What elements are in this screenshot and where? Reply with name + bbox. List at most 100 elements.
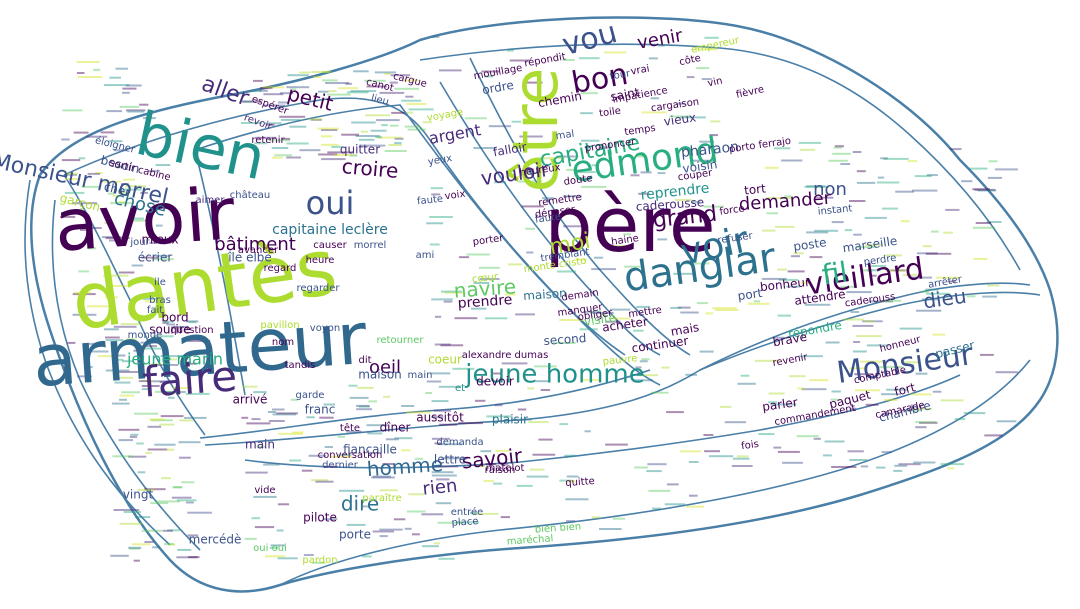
cloud-word: retourner bbox=[377, 335, 425, 346]
cloud-word: aimer bbox=[196, 195, 226, 206]
tiny-word-speck bbox=[434, 343, 451, 346]
tiny-word-speck bbox=[323, 518, 338, 521]
tiny-word-speck bbox=[770, 403, 797, 406]
tiny-word-speck bbox=[61, 159, 81, 162]
tiny-word-speck bbox=[118, 271, 135, 274]
tiny-word-speck bbox=[113, 509, 140, 511]
tiny-word-speck bbox=[828, 159, 848, 162]
tiny-word-speck bbox=[509, 59, 531, 62]
tiny-word-speck bbox=[913, 461, 936, 464]
tiny-word-speck bbox=[406, 103, 427, 105]
tiny-word-speck bbox=[384, 150, 407, 152]
tiny-word-speck bbox=[370, 129, 387, 132]
tiny-word-speck bbox=[372, 475, 391, 478]
tiny-word-speck bbox=[504, 293, 516, 296]
tiny-word-speck bbox=[434, 442, 442, 445]
tiny-word-speck bbox=[454, 317, 478, 320]
tiny-word-speck bbox=[429, 243, 440, 246]
tiny-word-speck bbox=[784, 195, 792, 198]
tiny-word-speck bbox=[565, 498, 589, 501]
tiny-word-speck bbox=[150, 502, 169, 505]
tiny-word-speck bbox=[931, 230, 939, 233]
tiny-word-speck bbox=[881, 393, 901, 396]
tiny-word-speck bbox=[610, 317, 631, 320]
tiny-word-speck bbox=[885, 269, 909, 272]
tiny-word-speck bbox=[163, 320, 174, 323]
tiny-word-speck bbox=[171, 496, 192, 499]
tiny-word-speck bbox=[391, 111, 405, 114]
tiny-word-speck bbox=[972, 188, 990, 191]
tiny-word-speck bbox=[260, 87, 273, 90]
tiny-word-speck bbox=[613, 517, 626, 520]
tiny-word-speck bbox=[286, 142, 309, 145]
cloud-word: voisin bbox=[682, 157, 719, 176]
tiny-word-speck bbox=[155, 164, 171, 166]
tiny-word-speck bbox=[580, 112, 593, 115]
tiny-word-speck bbox=[694, 48, 718, 51]
tiny-word-speck bbox=[187, 511, 212, 514]
tiny-word-speck bbox=[271, 408, 285, 411]
cloud-word: vin bbox=[707, 76, 724, 90]
tiny-word-speck bbox=[850, 311, 860, 313]
tiny-word-speck bbox=[414, 457, 424, 460]
tiny-word-speck bbox=[464, 117, 487, 120]
tiny-word-speck bbox=[871, 265, 887, 267]
tiny-word-speck bbox=[637, 374, 658, 377]
tiny-word-speck bbox=[455, 521, 480, 524]
tiny-word-speck bbox=[494, 404, 503, 407]
tiny-word-speck bbox=[907, 160, 918, 163]
tiny-word-speck bbox=[155, 224, 163, 227]
tiny-word-speck bbox=[580, 92, 598, 95]
tiny-word-speck bbox=[488, 125, 512, 128]
cloud-word: vieux bbox=[663, 110, 697, 128]
cloud-word: causer bbox=[313, 240, 347, 251]
tiny-word-speck bbox=[105, 336, 120, 339]
tiny-word-speck bbox=[87, 305, 111, 308]
cloud-word: avancer bbox=[238, 245, 279, 256]
cloud-word: doute bbox=[563, 173, 593, 188]
tiny-word-speck bbox=[112, 194, 122, 197]
tiny-word-speck bbox=[685, 373, 697, 376]
tiny-word-speck bbox=[476, 465, 485, 468]
cloud-word: fait bbox=[147, 305, 163, 316]
cloud-word: second bbox=[543, 331, 587, 348]
tiny-word-speck bbox=[121, 391, 140, 394]
tiny-word-speck bbox=[538, 438, 553, 441]
cloud-word: port bbox=[737, 286, 764, 303]
tiny-word-speck bbox=[657, 238, 668, 241]
tiny-word-speck bbox=[351, 121, 376, 124]
tiny-word-speck bbox=[753, 300, 760, 303]
tiny-word-speck bbox=[849, 367, 866, 370]
book-outline-stroke bbox=[30, 16, 1059, 593]
tiny-word-speck bbox=[493, 372, 502, 375]
tiny-word-speck bbox=[696, 302, 708, 305]
tiny-word-speck bbox=[144, 488, 166, 491]
cloud-word: demanda bbox=[436, 437, 483, 448]
tiny-word-speck bbox=[652, 507, 661, 510]
tiny-word-speck bbox=[834, 145, 844, 148]
book-outline-stroke bbox=[199, 369, 651, 439]
tiny-word-speck bbox=[287, 74, 309, 77]
tiny-word-speck bbox=[81, 185, 102, 188]
tiny-word-speck bbox=[437, 443, 462, 446]
tiny-word-speck bbox=[318, 90, 329, 93]
tiny-word-speck bbox=[669, 115, 691, 118]
tiny-word-speck bbox=[519, 135, 543, 138]
tiny-word-speck bbox=[383, 395, 391, 398]
tiny-word-speck bbox=[900, 220, 910, 223]
tiny-word-speck bbox=[130, 433, 139, 436]
tiny-word-speck bbox=[974, 188, 996, 191]
cloud-word: déposer bbox=[534, 203, 577, 221]
tiny-word-speck bbox=[511, 120, 521, 123]
tiny-word-speck bbox=[276, 529, 284, 532]
tiny-word-speck bbox=[115, 67, 128, 70]
tiny-word-speck bbox=[566, 475, 579, 478]
tiny-word-speck bbox=[379, 528, 403, 531]
tiny-word-speck bbox=[809, 379, 829, 382]
tiny-word-speck bbox=[542, 157, 565, 160]
tiny-word-speck bbox=[651, 391, 669, 394]
tiny-word-speck bbox=[646, 470, 662, 473]
tiny-word-speck bbox=[507, 263, 523, 266]
tiny-word-speck bbox=[823, 454, 832, 457]
cloud-word: monde bbox=[128, 330, 163, 341]
